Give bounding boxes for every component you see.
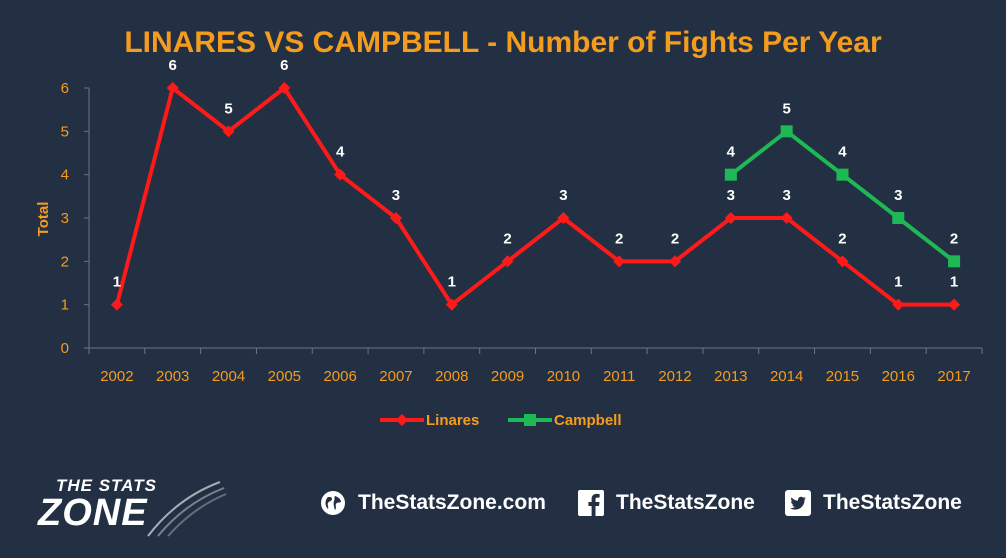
x-tick-label: 2004 [212, 368, 245, 385]
data-labels: 1 6 5 6 4 3 1 2 3 2 2 3 3 2 1 1 4 5 4 3 2 [113, 57, 959, 291]
y-axis-title: Total [35, 202, 52, 237]
footer: THE STATS ZONE TheStatsZone.com TheStats… [0, 462, 1006, 552]
x-tick-label: 2006 [323, 368, 356, 385]
linares-point [222, 125, 235, 138]
linares-point [334, 168, 347, 181]
y-tick-label: 0 [61, 340, 69, 357]
legend-campbell-label: Campbell [554, 412, 622, 429]
x-tick-label: 2012 [658, 368, 691, 385]
campbell-point [836, 168, 849, 181]
linares-point [836, 255, 849, 268]
linares-data-label: 2 [838, 230, 846, 247]
chart-title: LINARES VS CAMPBELL - Number of Fights P… [124, 26, 882, 59]
chart: LINARES VS CAMPBELL - Number of Fights P… [35, 26, 983, 429]
campbell-point [724, 168, 737, 181]
twitter-label: TheStatsZone [823, 491, 962, 514]
x-tick-label: 2005 [268, 368, 301, 385]
x-tick-label: 2014 [770, 368, 803, 385]
y-tick-label: 5 [61, 123, 69, 140]
linares-data-label: 1 [950, 274, 958, 291]
linares-point [166, 82, 179, 94]
linares-point [892, 298, 905, 311]
campbell-point [780, 125, 793, 138]
x-tick-label: 2011 [603, 368, 635, 385]
x-tick-label: 2002 [100, 368, 133, 385]
legend: Linares Campbell [380, 412, 622, 429]
x-tick-label: 2013 [714, 368, 747, 385]
campbell-point [892, 212, 905, 224]
logo-top-text: THE STATS [56, 476, 157, 495]
linares-point [110, 298, 123, 311]
linares-point [445, 298, 458, 311]
logo-swoosh-icon [147, 481, 227, 537]
y-tick-label: 2 [61, 253, 69, 270]
campbell-point [948, 255, 961, 268]
linares-point [948, 298, 961, 311]
linares-data-label: 2 [503, 230, 511, 247]
y-tick-label: 6 [61, 80, 69, 97]
legend-linares-label: Linares [426, 412, 479, 429]
linares-data-label: 1 [448, 274, 456, 291]
linares-data-label: 1 [113, 274, 121, 291]
x-tick-label: 2017 [937, 368, 970, 385]
logo-bottom-text: ZONE [38, 492, 148, 534]
x-tick-label: 2009 [491, 368, 524, 385]
website-label: TheStatsZone.com [358, 491, 546, 514]
globe-icon [321, 491, 345, 515]
linares-data-label: 2 [671, 230, 679, 247]
campbell-data-label: 5 [782, 100, 790, 117]
linares-data-label: 3 [727, 187, 735, 204]
linares-point [389, 212, 402, 224]
campbell-data-label: 4 [727, 144, 736, 161]
facebook-icon [578, 490, 604, 516]
legend-linares-marker [396, 414, 408, 426]
y-tick-label: 3 [61, 210, 69, 227]
linares-data-label: 3 [782, 187, 790, 204]
x-tick-label: 2010 [547, 368, 580, 385]
axes: 0 1 2 3 4 5 6 2002 2003 2004 2005 2006 2007 2008 2009 2… [61, 80, 983, 385]
linares-point [501, 255, 514, 268]
y-tick-label: 1 [61, 297, 69, 314]
linares-point [278, 82, 291, 94]
linares-point [724, 212, 737, 224]
campbell-data-label: 4 [838, 144, 847, 161]
x-tick-label: 2015 [826, 368, 859, 385]
linares-data-label: 1 [894, 274, 902, 291]
facebook-label: TheStatsZone [616, 491, 755, 514]
website-link[interactable]: TheStatsZone.com [320, 490, 546, 516]
stats-zone-logo: THE STATS ZONE [38, 476, 227, 542]
campbell-data-label: 3 [894, 187, 902, 204]
linares-data-label: 6 [169, 57, 177, 74]
x-tick-label: 2008 [435, 368, 468, 385]
campbell-data-label: 2 [950, 230, 958, 247]
linares-point [669, 255, 682, 268]
linares-line [114, 86, 955, 307]
twitter-icon [785, 490, 811, 516]
series-layer [110, 82, 961, 311]
facebook-link[interactable]: TheStatsZone [578, 490, 755, 516]
x-tick-label: 2007 [379, 368, 412, 385]
x-tick-label: 2003 [156, 368, 189, 385]
linares-data-label: 2 [615, 230, 623, 247]
linares-point [613, 255, 626, 268]
x-tick-label: 2016 [882, 368, 915, 385]
y-tick-label: 4 [61, 167, 69, 184]
linares-data-label: 3 [392, 187, 400, 204]
linares-data-label: 5 [224, 100, 232, 117]
legend-campbell-marker [524, 414, 536, 426]
linares-data-label: 6 [280, 57, 288, 74]
linares-data-label: 3 [559, 187, 567, 204]
linares-data-label: 4 [336, 144, 345, 161]
twitter-link[interactable]: TheStatsZone [785, 490, 962, 516]
linares-point [780, 212, 793, 224]
linares-point [557, 212, 570, 224]
